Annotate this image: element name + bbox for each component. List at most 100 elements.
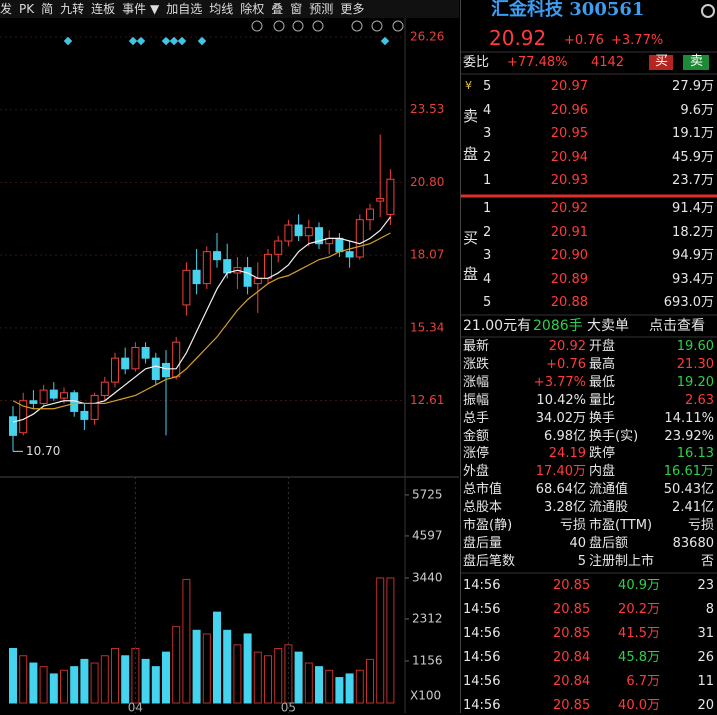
level: 3 bbox=[483, 248, 492, 263]
candle-body bbox=[19, 400, 28, 434]
order-volume: 93.4万 bbox=[672, 271, 714, 287]
order-volume: 27.9万 bbox=[672, 79, 714, 94]
volume-bar bbox=[274, 647, 283, 704]
candle-body bbox=[315, 227, 323, 245]
y-tick-label: 3440 bbox=[412, 570, 443, 584]
sell-button[interactable]: 卖 bbox=[690, 54, 704, 69]
volume-bar bbox=[141, 658, 150, 704]
candle-body bbox=[162, 362, 170, 378]
volume-bar bbox=[233, 644, 242, 704]
tick-time: 14:56 bbox=[463, 650, 501, 665]
toolbar-item[interactable]: 叠 bbox=[271, 2, 284, 16]
order-price: 20.97 bbox=[550, 79, 588, 94]
big-order[interactable]: 点击查看 bbox=[649, 318, 705, 334]
order-price: 20.89 bbox=[550, 271, 588, 287]
tick-time: 14:56 bbox=[463, 626, 501, 641]
level: 2 bbox=[483, 224, 492, 240]
stat-label: 总市值 bbox=[463, 482, 503, 498]
candle-body bbox=[355, 219, 364, 258]
toolbar-item[interactable]: 简 bbox=[41, 2, 54, 16]
tick-price: 20.84 bbox=[553, 674, 591, 689]
candle-body bbox=[9, 416, 17, 436]
toolbar-item[interactable]: 除权 bbox=[240, 2, 265, 16]
buy-button[interactable]: 买 bbox=[655, 54, 669, 69]
volume-bar bbox=[121, 655, 130, 704]
order-price: 20.94 bbox=[550, 149, 588, 165]
commission-diff: 4142 bbox=[591, 55, 625, 70]
commission-ratio: +77.48% bbox=[507, 55, 568, 70]
level: 4 bbox=[483, 271, 492, 287]
order-price: 20.92 bbox=[550, 201, 588, 216]
tick-volume: 20.2万 bbox=[618, 602, 660, 617]
stat-value: 亏损 bbox=[559, 518, 586, 533]
candle-body bbox=[213, 251, 221, 261]
tick-price: 20.85 bbox=[553, 578, 591, 593]
candle-body bbox=[304, 227, 313, 237]
tick-price: 20.85 bbox=[553, 602, 591, 617]
side-label: 盘 bbox=[463, 145, 479, 163]
volume-bar bbox=[9, 647, 17, 704]
order-volume: 94.9万 bbox=[672, 248, 714, 263]
toolbar-item[interactable]: 九转 bbox=[60, 2, 85, 16]
stat-label: 外盘 bbox=[463, 464, 490, 480]
volume-bar bbox=[182, 578, 191, 704]
toolbar-item[interactable]: 均线 bbox=[209, 2, 234, 16]
tick-volume: 6.7万 bbox=[626, 674, 660, 689]
volume-bar bbox=[29, 662, 38, 704]
candle-body bbox=[345, 251, 354, 258]
toolbar-item[interactable]: 连板 bbox=[91, 2, 116, 16]
y-tick-label: 20.80 bbox=[410, 175, 444, 189]
toolbar-item[interactable]: 发 bbox=[0, 2, 13, 16]
toolbar-icons[interactable] bbox=[251, 20, 404, 32]
tick-count: 31 bbox=[697, 626, 714, 641]
toolbar-item[interactable]: 预测 bbox=[309, 2, 334, 16]
stat-label: 盘后额 bbox=[589, 535, 629, 551]
stat-value: 3.28亿 bbox=[544, 500, 586, 516]
order-volume: 45.9万 bbox=[672, 149, 714, 165]
volume-bar bbox=[386, 577, 395, 704]
toolbar-item[interactable]: PK bbox=[19, 2, 35, 16]
big-order: 大卖单 bbox=[587, 318, 629, 334]
stat-value: 68.64亿 bbox=[535, 482, 586, 498]
commission-label: 委比 bbox=[463, 55, 490, 70]
tick-time: 14:56 bbox=[463, 578, 501, 593]
stat-value: 21.30 bbox=[676, 356, 714, 372]
stat-value: 23.92% bbox=[664, 428, 714, 444]
toolbar-item[interactable]: 加自选 bbox=[166, 2, 203, 16]
volume-bar bbox=[172, 626, 181, 704]
order-volume: 9.6万 bbox=[680, 102, 714, 118]
volume-bar bbox=[19, 655, 28, 704]
candle-body bbox=[141, 347, 150, 359]
tick-volume: 41.5万 bbox=[618, 626, 660, 641]
level: 4 bbox=[483, 102, 492, 118]
tick-count: 23 bbox=[697, 578, 714, 593]
toolbar-item[interactable]: 更多 bbox=[340, 2, 365, 16]
stat-value: 50.43亿 bbox=[663, 482, 714, 498]
candle-body bbox=[202, 251, 211, 285]
tick-count: 26 bbox=[697, 650, 714, 665]
tick-volume: 40.9万 bbox=[618, 578, 660, 593]
signal-markers bbox=[63, 36, 390, 46]
volume-bar bbox=[131, 647, 140, 704]
stat-value: 83680 bbox=[672, 535, 714, 551]
toolbar-item[interactable]: 窗 bbox=[290, 2, 303, 16]
volume-bar bbox=[192, 629, 201, 704]
tick-price: 20.84 bbox=[553, 650, 591, 665]
volume-bar bbox=[243, 633, 252, 704]
stat-label: 注册制上市 bbox=[589, 553, 655, 569]
candle-body bbox=[253, 277, 262, 285]
volume-bar bbox=[223, 629, 232, 704]
candle-body bbox=[335, 237, 344, 253]
stat-label: 涨跌 bbox=[463, 356, 490, 372]
stat-value: 20.92 bbox=[548, 339, 586, 354]
toolbar-item[interactable]: 事件 ▼ bbox=[122, 2, 160, 16]
stat-label: 总手 bbox=[463, 410, 490, 426]
stat-value: 34.02万 bbox=[535, 410, 586, 426]
stat-value: 24.19 bbox=[548, 446, 586, 462]
volume-bar bbox=[294, 651, 303, 704]
volume-bar bbox=[264, 655, 272, 704]
stat-label: 金额 bbox=[463, 428, 490, 444]
stat-value: 14.11% bbox=[664, 410, 714, 426]
big-order: 2086手 bbox=[533, 318, 583, 334]
volume-bar bbox=[80, 658, 89, 704]
